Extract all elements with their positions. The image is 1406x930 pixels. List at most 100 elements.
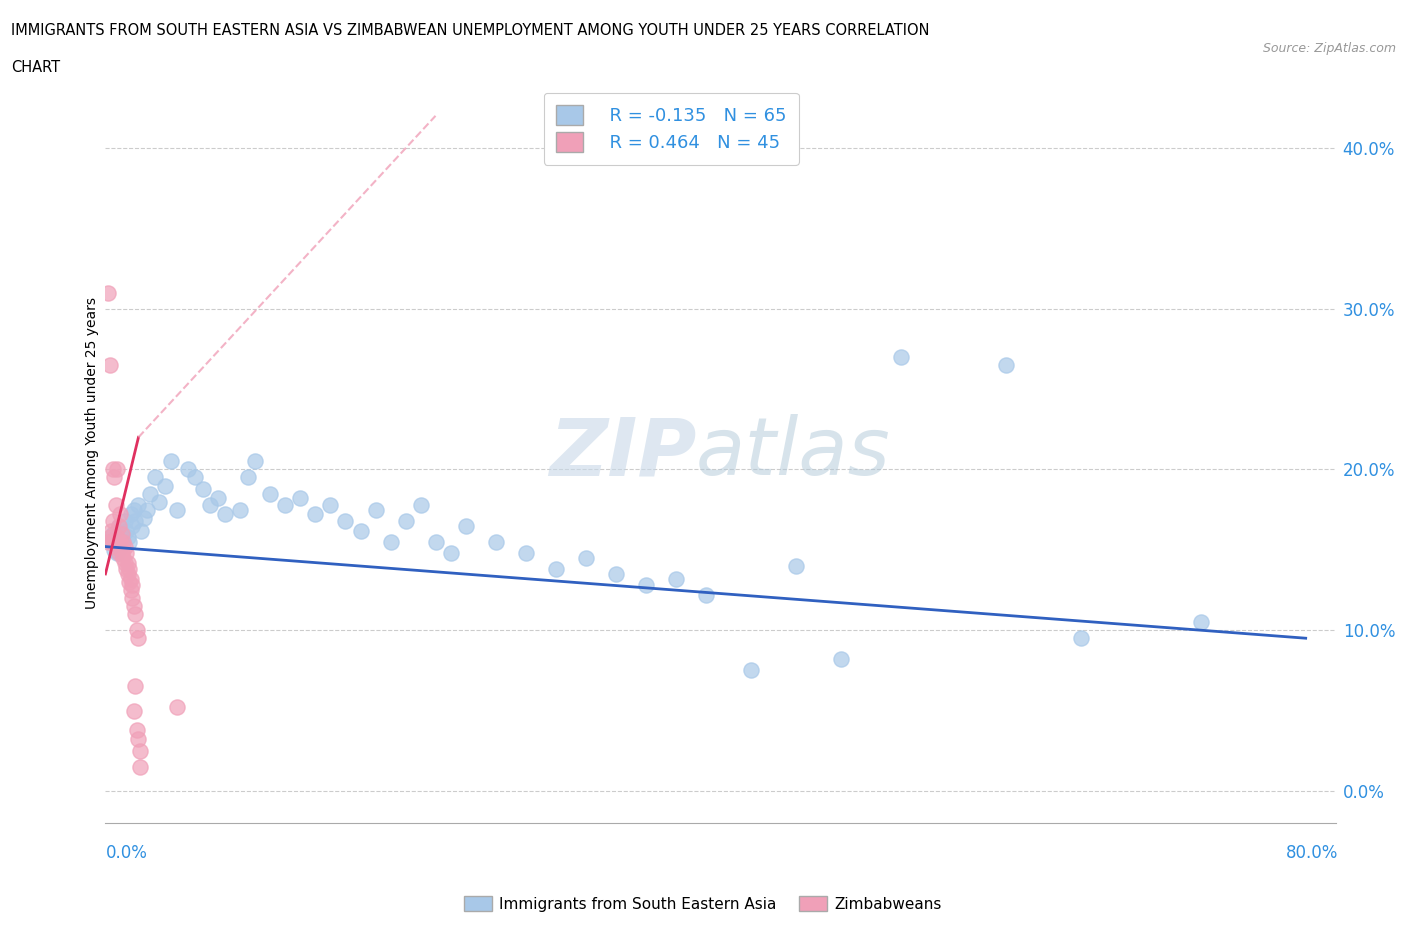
Point — [120, 582, 142, 597]
Point — [97, 535, 120, 550]
Point — [112, 551, 135, 565]
Point — [229, 502, 252, 517]
Point — [136, 502, 159, 517]
Point — [245, 454, 267, 469]
Point — [349, 523, 371, 538]
Point — [121, 591, 143, 605]
Point — [695, 588, 717, 603]
Point — [103, 470, 125, 485]
Point — [207, 491, 229, 506]
Point — [111, 526, 134, 541]
Point — [118, 535, 141, 550]
Point — [101, 526, 124, 541]
Point — [454, 518, 477, 533]
Point — [107, 462, 129, 477]
Point — [118, 575, 141, 590]
Point — [122, 502, 145, 517]
Point — [994, 357, 1017, 372]
Point — [115, 546, 138, 561]
Point — [107, 529, 129, 544]
Point — [104, 539, 127, 554]
Point — [114, 539, 136, 554]
Point — [104, 529, 127, 544]
Point — [364, 502, 387, 517]
Point — [103, 542, 125, 557]
Point — [100, 523, 122, 538]
Point — [104, 498, 127, 512]
Point — [515, 546, 537, 561]
Point — [425, 535, 447, 550]
Point — [112, 535, 135, 550]
Point — [335, 513, 357, 528]
Point — [236, 470, 259, 485]
Point — [111, 546, 134, 561]
Text: 0.0%: 0.0% — [105, 844, 148, 862]
Point — [605, 566, 627, 581]
Point — [127, 631, 149, 645]
Point — [122, 703, 145, 718]
Text: ZIP: ZIP — [548, 415, 696, 492]
Point — [120, 571, 142, 586]
Point — [274, 498, 297, 512]
Point — [114, 555, 136, 570]
Point — [108, 546, 131, 561]
Point — [259, 486, 281, 501]
Point — [160, 454, 183, 469]
Point — [127, 732, 149, 747]
Point — [110, 539, 132, 554]
Point — [200, 498, 222, 512]
Point — [110, 535, 132, 550]
Point — [134, 511, 156, 525]
Point — [634, 578, 657, 592]
Point — [124, 513, 146, 528]
Point — [1070, 631, 1092, 645]
Point — [148, 494, 170, 509]
Point — [139, 486, 162, 501]
Point — [98, 357, 121, 372]
Point — [290, 491, 312, 506]
Point — [115, 562, 138, 577]
Point — [108, 518, 131, 533]
Text: 80.0%: 80.0% — [1286, 844, 1339, 862]
Point — [740, 663, 762, 678]
Point — [114, 513, 136, 528]
Point — [103, 535, 125, 550]
Point — [574, 551, 596, 565]
Point — [112, 535, 135, 550]
Point — [108, 518, 131, 533]
Point — [191, 482, 214, 497]
Point — [664, 571, 686, 586]
Legend: Immigrants from South Eastern Asia, Zimbabweans: Immigrants from South Eastern Asia, Zimb… — [458, 889, 948, 918]
Point — [166, 700, 188, 715]
Point — [184, 470, 207, 485]
Point — [785, 558, 807, 573]
Point — [115, 523, 138, 538]
Point — [166, 502, 188, 517]
Point — [319, 498, 342, 512]
Point — [101, 462, 124, 477]
Point — [107, 546, 129, 561]
Point — [129, 743, 152, 758]
Point — [409, 498, 432, 512]
Point — [124, 679, 146, 694]
Point — [129, 760, 152, 775]
Point — [124, 606, 146, 621]
Point — [1189, 615, 1212, 630]
Point — [380, 535, 402, 550]
Text: Source: ZipAtlas.com: Source: ZipAtlas.com — [1263, 42, 1396, 55]
Point — [131, 523, 153, 538]
Point — [98, 529, 121, 544]
Point — [100, 535, 122, 550]
Point — [121, 518, 143, 533]
Point — [890, 350, 912, 365]
Text: CHART: CHART — [11, 60, 60, 75]
Point — [117, 555, 139, 570]
Point — [127, 498, 149, 512]
Point — [177, 462, 200, 477]
Point — [484, 535, 506, 550]
Point — [118, 562, 141, 577]
Point — [214, 507, 236, 522]
Text: atlas: atlas — [696, 415, 891, 492]
Point — [125, 623, 148, 638]
Legend:   R = -0.135   N = 65,   R = 0.464   N = 45: R = -0.135 N = 65, R = 0.464 N = 45 — [544, 93, 799, 165]
